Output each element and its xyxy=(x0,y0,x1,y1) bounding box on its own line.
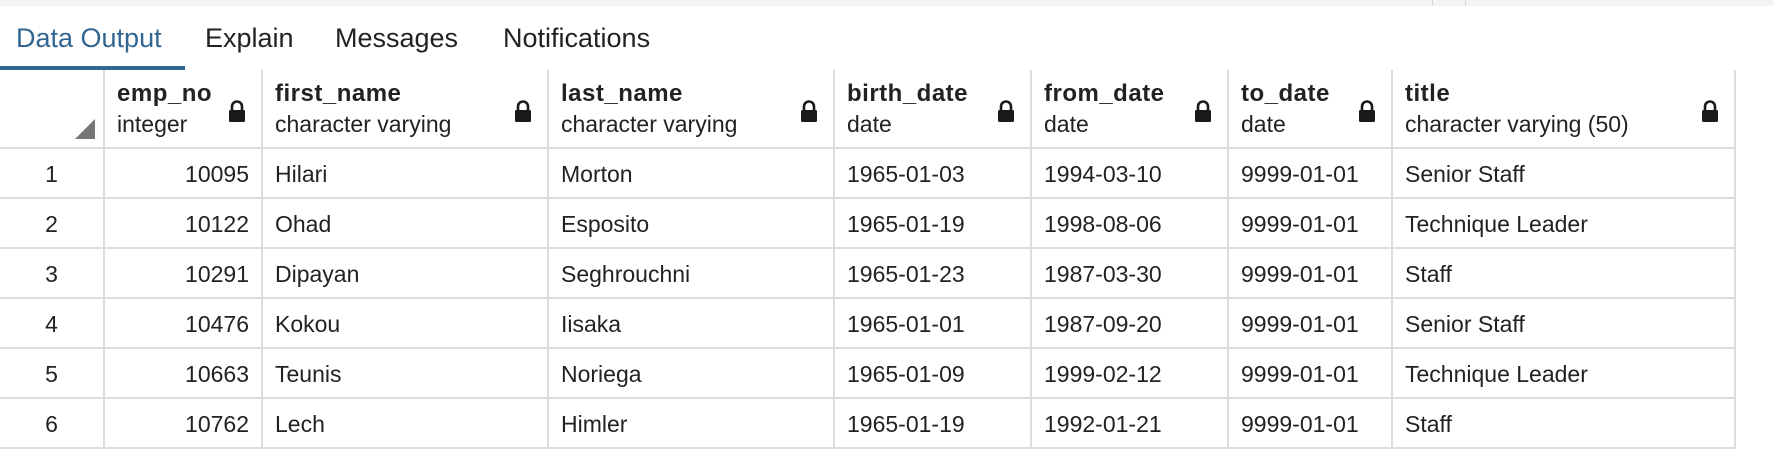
column-type: date xyxy=(1044,111,1089,137)
cell-first-name[interactable]: Teunis xyxy=(263,349,549,399)
tab-messages[interactable]: Messages xyxy=(335,23,459,53)
cell-to-date[interactable]: 9999-01-01 xyxy=(1229,399,1393,449)
cell-from-date[interactable]: 1998-08-06 xyxy=(1032,199,1229,249)
select-all-corner-icon xyxy=(75,119,95,139)
row-number[interactable]: 3 xyxy=(0,249,105,299)
grid-bottom-edge xyxy=(0,470,1736,476)
column-type: integer xyxy=(117,111,188,137)
cell-title[interactable]: Senior Staff xyxy=(1393,299,1736,349)
lock-icon xyxy=(1195,100,1211,122)
row-number[interactable]: 6 xyxy=(0,399,105,449)
table-row[interactable]: 6 10762 Lech Himler 1965-01-19 1992-01-21 9999… xyxy=(0,399,1736,449)
column-header-title[interactable]: title character varying (50) xyxy=(1393,70,1736,149)
cell-title[interactable]: Technique Leader xyxy=(1393,199,1736,249)
cell-first-name[interactable]: Hilari xyxy=(263,149,549,199)
cell-emp-no[interactable]: 10663 xyxy=(105,349,263,399)
lock-icon xyxy=(229,100,245,122)
tab-explain[interactable]: Explain xyxy=(205,23,294,53)
column-type: character varying (50) xyxy=(1405,111,1629,137)
top-panel-divider xyxy=(1465,0,1466,6)
column-type: date xyxy=(847,111,892,137)
lock-icon xyxy=(1359,100,1375,122)
cell-last-name[interactable]: Iisaka xyxy=(549,299,835,349)
column-type: date xyxy=(1241,111,1286,137)
active-tab-indicator xyxy=(0,66,185,71)
tab-notifications[interactable]: Notifications xyxy=(503,23,651,53)
cell-from-date[interactable]: 1994-03-10 xyxy=(1032,149,1229,199)
column-name: title xyxy=(1405,80,1451,107)
cell-to-date[interactable]: 9999-01-01 xyxy=(1229,199,1393,249)
column-header-last-name[interactable]: last_name character varying xyxy=(549,70,835,149)
cell-birth-date[interactable]: 1965-01-09 xyxy=(835,349,1032,399)
cell-last-name[interactable]: Morton xyxy=(549,149,835,199)
cell-emp-no[interactable]: 10122 xyxy=(105,199,263,249)
cell-to-date[interactable]: 9999-01-01 xyxy=(1229,349,1393,399)
cell-title[interactable]: Technique Leader xyxy=(1393,349,1736,399)
cell-emp-no[interactable]: 10476 xyxy=(105,299,263,349)
column-name: to_date xyxy=(1241,80,1330,107)
row-number[interactable]: 1 xyxy=(0,149,105,199)
cell-birth-date[interactable]: 1965-01-01 xyxy=(835,299,1032,349)
cell-emp-no[interactable]: 10095 xyxy=(105,149,263,199)
column-type: character varying xyxy=(275,111,452,137)
lock-icon xyxy=(515,100,531,122)
cell-emp-no[interactable]: 10762 xyxy=(105,399,263,449)
cell-first-name[interactable]: Ohad xyxy=(263,199,549,249)
cell-from-date[interactable]: 1999-02-12 xyxy=(1032,349,1229,399)
cell-last-name[interactable]: Noriega xyxy=(549,349,835,399)
row-number[interactable]: 5 xyxy=(0,349,105,399)
cell-from-date[interactable]: 1987-09-20 xyxy=(1032,299,1229,349)
results-tabbar: Data Output Explain Messages Notificatio… xyxy=(0,6,1774,71)
table-row[interactable]: 4 10476 Kokou Iisaka 1965-01-01 1987-09-20 999… xyxy=(0,299,1736,349)
table-row[interactable]: 1 10095 Hilari Morton 1965-01-03 1994-03-10 99… xyxy=(0,149,1736,199)
table-row[interactable]: 5 10663 Teunis Noriega 1965-01-09 1999-02-12 9… xyxy=(0,349,1736,399)
column-name: first_name xyxy=(275,80,402,107)
cell-to-date[interactable]: 9999-01-01 xyxy=(1229,299,1393,349)
table-row[interactable]: 2 10122 Ohad Esposito 1965-01-19 1998-08-06 99… xyxy=(0,199,1736,249)
cell-birth-date[interactable]: 1965-01-19 xyxy=(835,199,1032,249)
cell-title[interactable]: Staff xyxy=(1393,249,1736,299)
cell-last-name[interactable]: Himler xyxy=(549,399,835,449)
cell-first-name[interactable]: Lech xyxy=(263,399,549,449)
lock-icon xyxy=(801,100,817,122)
cell-to-date[interactable]: 9999-01-01 xyxy=(1229,249,1393,299)
cell-birth-date[interactable]: 1965-01-23 xyxy=(835,249,1032,299)
cell-title[interactable]: Senior Staff xyxy=(1393,149,1736,199)
table-row[interactable]: 3 10291 Dipayan Seghrouchni 1965-01-23 1987-0… xyxy=(0,249,1736,299)
select-all-corner[interactable] xyxy=(0,70,105,149)
tab-data-output[interactable]: Data Output xyxy=(16,23,162,53)
column-name: from_date xyxy=(1044,80,1165,107)
column-type: character varying xyxy=(561,111,738,137)
cell-first-name[interactable]: Kokou xyxy=(263,299,549,349)
cell-to-date[interactable]: 9999-01-01 xyxy=(1229,149,1393,199)
cell-emp-no[interactable]: 10291 xyxy=(105,249,263,299)
cell-birth-date[interactable]: 1965-01-19 xyxy=(835,399,1032,449)
column-name: emp_no xyxy=(117,80,213,107)
column-header-first-name[interactable]: first_name character varying xyxy=(263,70,549,149)
column-name: birth_date xyxy=(847,80,969,107)
row-number[interactable]: 4 xyxy=(0,299,105,349)
cell-from-date[interactable]: 1987-03-30 xyxy=(1032,249,1229,299)
cell-last-name[interactable]: Esposito xyxy=(549,199,835,249)
top-panel-divider xyxy=(1432,0,1433,6)
lock-icon xyxy=(998,100,1014,122)
cell-birth-date[interactable]: 1965-01-03 xyxy=(835,149,1032,199)
cell-last-name[interactable]: Seghrouchni xyxy=(549,249,835,299)
row-number[interactable]: 2 xyxy=(0,199,105,249)
cell-first-name[interactable]: Dipayan xyxy=(263,249,549,299)
cell-from-date[interactable]: 1992-01-21 xyxy=(1032,399,1229,449)
cell-title[interactable]: Staff xyxy=(1393,399,1736,449)
column-name: last_name xyxy=(561,80,683,107)
lock-icon xyxy=(1702,100,1718,122)
